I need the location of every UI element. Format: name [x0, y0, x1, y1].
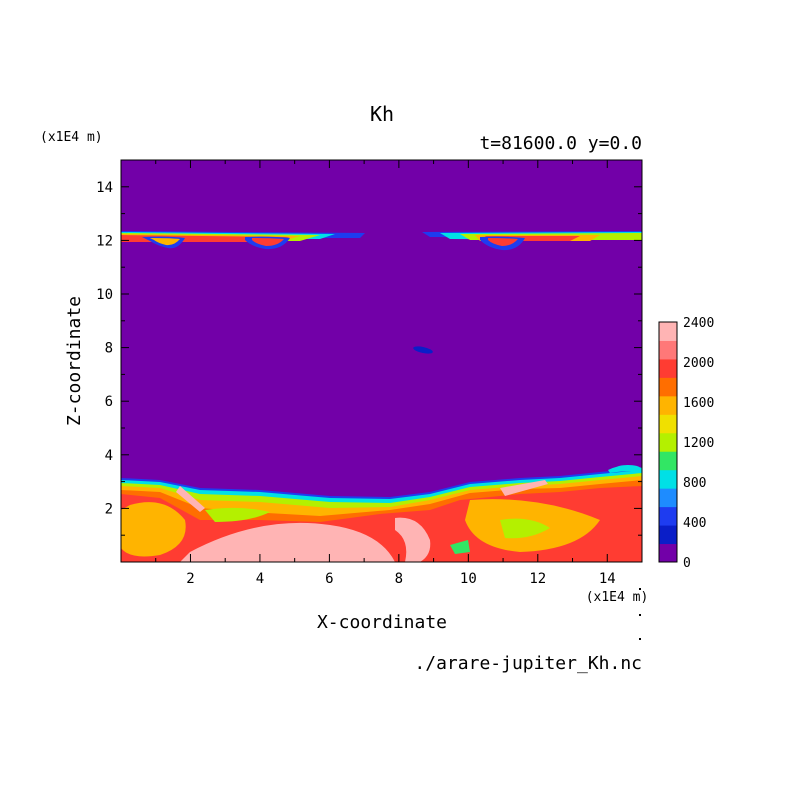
colorbar-swatch [659, 543, 677, 563]
x-tick-label: 14 [599, 571, 616, 587]
x-tick-label: 12 [529, 571, 546, 587]
colorbar-tick-label: 1600 [683, 396, 714, 411]
plot-area [121, 160, 642, 562]
x-axis-label: X-coordinate [317, 612, 447, 633]
isolated-blob [413, 346, 433, 354]
colorbar-swatch [659, 322, 677, 341]
y-tick-label: 2 [105, 501, 113, 517]
y-axis-label: Z-coordinate [64, 296, 85, 426]
colorbar-frame [658, 321, 678, 563]
plot-frame [120, 159, 643, 563]
right-edge-blob [616, 465, 640, 471]
chart-subtitle: t=81600.0 y=0.0 [479, 133, 642, 154]
colorbar-swatch [659, 358, 677, 378]
source-file-label: ./arare-jupiter_Kh.nc [414, 653, 642, 674]
x-tick-label: 4 [256, 571, 264, 587]
colorbar-swatch [659, 488, 677, 508]
colorbar-swatch [659, 377, 677, 397]
x-tick-label: 8 [395, 571, 403, 587]
colorbar-tick-label: 2000 [683, 356, 714, 371]
colorbar-swatch [659, 525, 677, 545]
colorbar-swatch [659, 469, 677, 489]
y-tick-label: 8 [105, 341, 113, 357]
y-tick-label: 10 [96, 287, 113, 303]
colorbar-tick-label: 0 [683, 556, 691, 571]
x-tick-label: 6 [325, 571, 333, 587]
colorbar: 2400 2000 1600 1200 800 400 0 [658, 316, 714, 571]
y-tick-label: 14 [96, 180, 113, 196]
colorbar-tick-label: 800 [683, 476, 706, 491]
x-tick-label: 10 [460, 571, 477, 587]
x-unit-label: (x1E4 m) [586, 590, 649, 605]
y-tick-label: 4 [105, 448, 113, 464]
lower-convective-layer [121, 465, 642, 562]
x-tick-label: 2 [186, 571, 194, 587]
y-tick-label: 12 [96, 233, 113, 249]
colorbar-swatch [659, 340, 677, 360]
y-axis: 2 4 6 8 10 12 14 [96, 180, 642, 536]
colorbar-swatch [659, 506, 677, 526]
y-tick-label: 6 [105, 394, 113, 410]
chart-title: Kh [370, 102, 394, 126]
x-axis: 2 4 6 8 10 12 14 [155, 160, 616, 587]
colorbar-swatch [659, 414, 677, 434]
upper-layer-band [121, 231, 642, 251]
colorbar-swatch [659, 432, 677, 452]
colorbar-tick-label: 1200 [683, 436, 714, 451]
colorbar-tick-label: 2400 [683, 316, 714, 331]
colorbar-tick-label: 400 [683, 516, 706, 531]
colorbar-swatch [659, 451, 677, 471]
tiny-marker-dots [639, 588, 641, 640]
colorbar-swatch [659, 395, 677, 415]
y-unit-label: (x1E4 m) [40, 130, 103, 145]
